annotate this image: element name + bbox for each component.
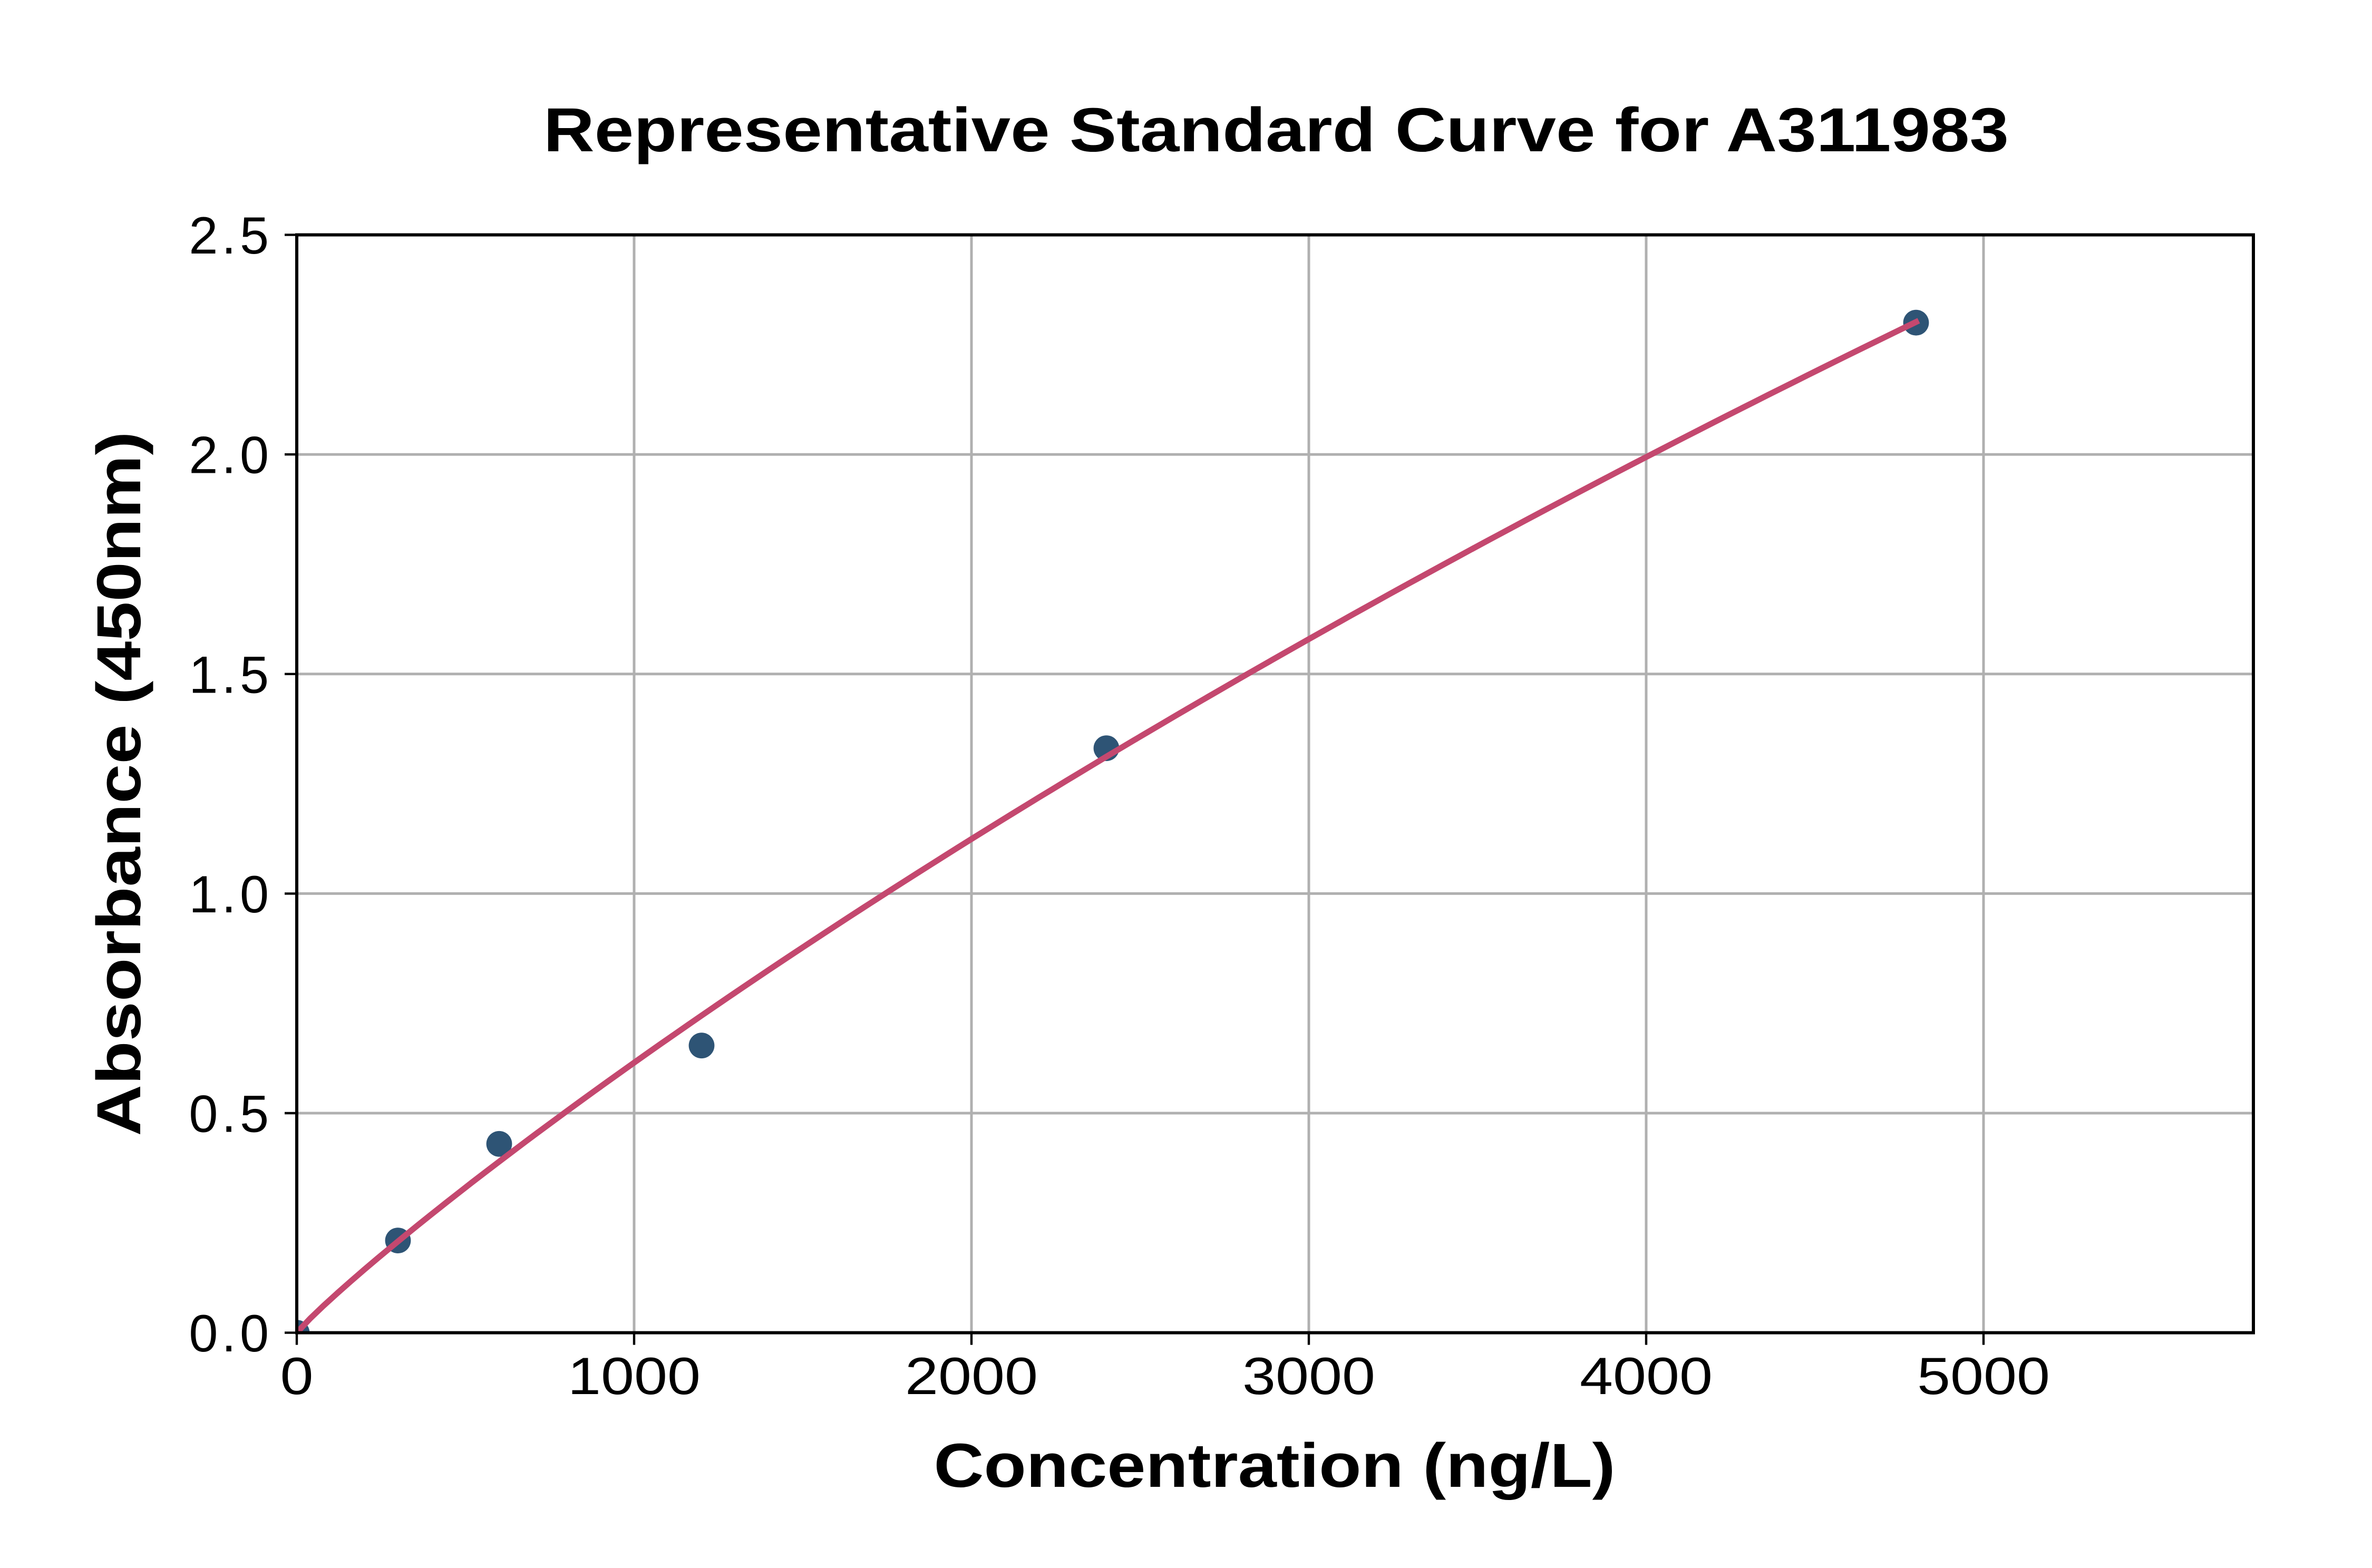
svg-text:1000: 1000 xyxy=(568,1347,701,1405)
svg-text:Representative Standard Curve: Representative Standard Curve for A31198… xyxy=(543,95,2009,165)
svg-text:0: 0 xyxy=(280,1347,314,1405)
svg-text:0.5: 0.5 xyxy=(189,1085,273,1143)
svg-text:2000: 2000 xyxy=(905,1347,1038,1405)
svg-text:0.0: 0.0 xyxy=(189,1304,273,1362)
svg-text:1.5: 1.5 xyxy=(189,645,273,704)
svg-text:2.5: 2.5 xyxy=(189,206,273,265)
svg-text:3000: 3000 xyxy=(1242,1347,1375,1405)
svg-text:Concentration (ng/L): Concentration (ng/L) xyxy=(934,1431,1616,1501)
svg-text:Absorbance (450nm): Absorbance (450nm) xyxy=(84,432,154,1136)
svg-text:1.0: 1.0 xyxy=(189,865,273,923)
svg-text:5000: 5000 xyxy=(1917,1347,2050,1405)
svg-text:4000: 4000 xyxy=(1580,1347,1713,1405)
svg-text:2.0: 2.0 xyxy=(189,426,273,484)
